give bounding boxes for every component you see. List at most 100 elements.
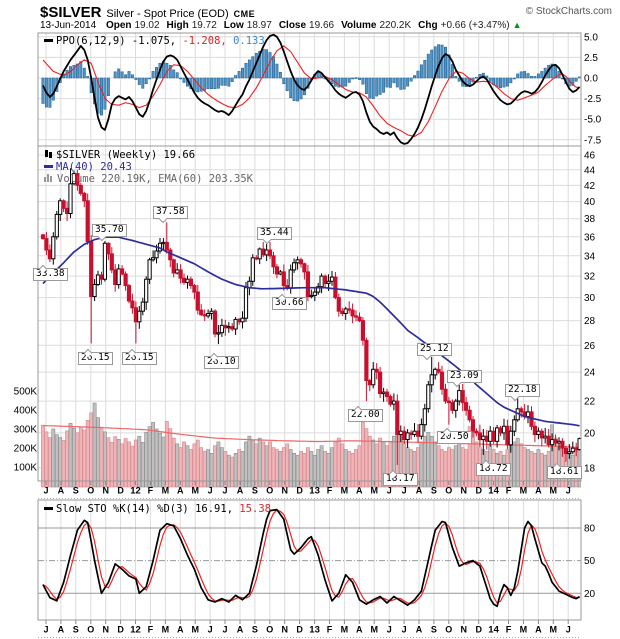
svg-text:J: J xyxy=(222,486,227,496)
svg-text:O: O xyxy=(87,625,94,635)
svg-text:J: J xyxy=(402,625,407,635)
svg-text:J: J xyxy=(208,625,213,635)
price-legend-symbol: $SILVER (Weekly) 19.66 xyxy=(56,149,196,161)
price-legend-ma: MA(40) 20.43 xyxy=(56,161,132,173)
svg-text:M: M xyxy=(162,486,170,496)
svg-text:D: D xyxy=(475,486,482,496)
volume-bars-icon xyxy=(44,174,54,182)
ppo-panel xyxy=(41,33,581,145)
price-callout-value: 23.09 xyxy=(450,370,479,381)
svg-text:D: D xyxy=(117,625,124,635)
svg-text:2.5: 2.5 xyxy=(584,53,598,64)
svg-text:A: A xyxy=(58,486,65,496)
svg-text:-2.5: -2.5 xyxy=(584,94,602,105)
svg-text:80: 80 xyxy=(584,524,596,535)
price-callout-value: 22.18 xyxy=(508,384,537,395)
quote-value: 19.66 xyxy=(309,20,335,31)
panel-border xyxy=(37,499,582,621)
svg-text:M: M xyxy=(191,486,199,496)
quote-label: Chg xyxy=(418,20,438,31)
price-callout-value: 18.61 xyxy=(550,466,579,477)
price-callout-value: 25.12 xyxy=(420,343,449,354)
svg-text:M: M xyxy=(191,625,199,635)
price-callout: 22.18 xyxy=(505,384,540,401)
svg-text:J: J xyxy=(387,486,392,496)
price-callout: 26.15 xyxy=(122,348,157,365)
price-callout: 18.61 xyxy=(547,462,582,479)
svg-text:M: M xyxy=(550,625,558,635)
quote-value: 19.72 xyxy=(191,20,217,31)
svg-text:A: A xyxy=(535,625,542,635)
price-callout: 35.70 xyxy=(92,224,127,241)
svg-text:44: 44 xyxy=(584,165,596,176)
price-callout: 33.38 xyxy=(33,264,68,281)
svg-text:D: D xyxy=(296,486,303,496)
price-callout: 37.58 xyxy=(153,206,188,223)
svg-text:O: O xyxy=(445,625,452,635)
price-callout-value: 30.66 xyxy=(275,297,304,308)
svg-text:13: 13 xyxy=(309,486,320,497)
quote-label: Volume xyxy=(341,20,377,31)
sto-d-value: 15.38 xyxy=(239,503,271,515)
symbol: $SILVER xyxy=(40,4,102,21)
svg-text:A: A xyxy=(177,486,184,496)
svg-text:S: S xyxy=(431,486,437,496)
svg-text:30: 30 xyxy=(584,293,596,304)
svg-text:N: N xyxy=(102,625,109,635)
price-callout-value: 18.72 xyxy=(479,463,508,474)
quote-value: 18.97 xyxy=(246,20,272,31)
price-legend-symbol-row: $SILVER (Weekly) 19.66 xyxy=(44,149,253,161)
axis-labels: 5.0 2.5 0.0 -2.5 -5.0 -7.5 46 44 42 40 38 36 34 32 30 2… xyxy=(14,32,602,599)
candlestick-icon xyxy=(44,149,53,158)
price-legend-volume-row: Volume 220.19K, EMA(60) 203.35K xyxy=(44,173,253,185)
svg-text:A: A xyxy=(356,486,363,496)
svg-text:46: 46 xyxy=(584,151,596,162)
svg-text:M: M xyxy=(370,625,378,635)
quote-label: Low xyxy=(223,20,244,31)
price-callout: 22.00 xyxy=(348,405,383,422)
svg-text:26: 26 xyxy=(584,341,596,352)
svg-text:A: A xyxy=(535,486,542,496)
chart-header: $SILVER Silver - Spot Price (EOD) CME xyxy=(40,4,612,21)
quote-fields: Open 19.02 High 19.72 Low 18.97 Close 19.66 Volu… xyxy=(99,20,510,31)
svg-text:S: S xyxy=(73,625,79,635)
svg-text:N: N xyxy=(281,625,288,635)
svg-text:400K: 400K xyxy=(14,406,38,417)
svg-text:N: N xyxy=(461,625,468,635)
sto-panel xyxy=(38,508,581,608)
quote-value: 220.2K xyxy=(379,20,412,31)
price-legend-volume: Volume 220.19K, EMA(60) 203.35K xyxy=(57,173,253,185)
price-callout-value: 20.50 xyxy=(440,431,469,442)
quote-row: 13-Jun-2014 Open 19.02 High 19.72 Low 18.97 Cl… xyxy=(40,20,612,31)
svg-text:J: J xyxy=(222,625,227,635)
svg-text:F: F xyxy=(327,625,333,635)
svg-text:D: D xyxy=(475,625,482,635)
svg-text:12: 12 xyxy=(130,486,141,497)
svg-text:22: 22 xyxy=(584,397,596,408)
quote-label: High xyxy=(166,20,189,31)
svg-text:O: O xyxy=(87,486,94,496)
svg-text:J: J xyxy=(387,625,392,635)
price-callout: 18.72 xyxy=(476,459,511,476)
svg-text:F: F xyxy=(506,486,512,496)
ppo-legend-name: PPO(6,12,9) xyxy=(56,35,126,47)
svg-text:A: A xyxy=(237,625,244,635)
price-callout-value: 26.15 xyxy=(81,352,110,363)
svg-text:A: A xyxy=(58,625,65,635)
svg-text:200K: 200K xyxy=(14,444,38,455)
grid-lines xyxy=(38,33,581,620)
svg-text:J: J xyxy=(43,486,48,496)
price-callout: 30.66 xyxy=(272,293,307,310)
ppo-line-icon xyxy=(44,39,53,42)
svg-text:12: 12 xyxy=(130,625,141,636)
svg-text:M: M xyxy=(162,625,170,635)
symbol-description: Silver - Spot Price (EOD) xyxy=(106,8,229,20)
sto-k-value: 16.91, xyxy=(195,503,234,515)
panel-border xyxy=(37,145,582,482)
up-arrow-icon: ▲ xyxy=(512,20,522,30)
svg-text:M: M xyxy=(341,486,349,496)
price-callout-value: 37.58 xyxy=(156,206,185,217)
svg-text:F: F xyxy=(506,625,512,635)
sto-legend-name: Slow STO %K(14) %D(3) xyxy=(56,503,189,515)
svg-text:13: 13 xyxy=(309,625,320,636)
